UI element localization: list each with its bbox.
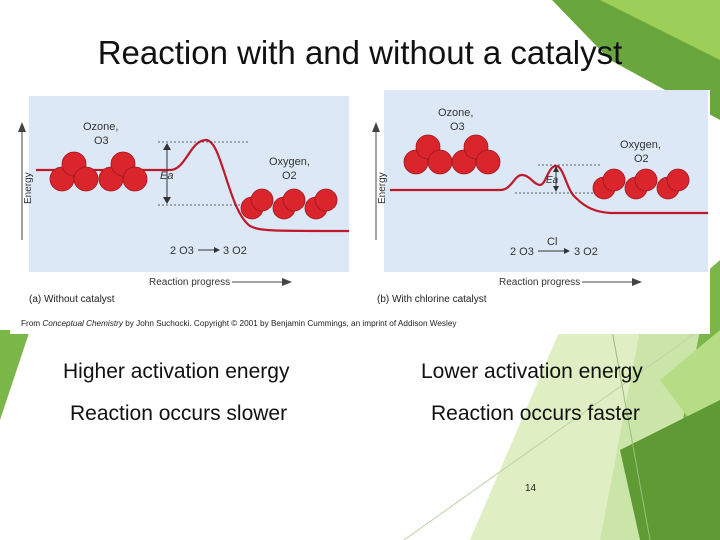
- left-ea-arrowhead-up: [163, 143, 171, 150]
- left-ozone-molecules: [49, 151, 148, 192]
- left-equation-product: 3 O2: [223, 245, 247, 257]
- right-product-formula: O2: [634, 153, 649, 165]
- right-panel-caption: (b) With chlorine catalyst: [377, 294, 487, 305]
- page-number: 14: [525, 483, 537, 494]
- left-product-formula: O2: [282, 170, 297, 182]
- facet-bottom-dark: [620, 400, 720, 540]
- left-x-axis-arrow: [282, 278, 292, 286]
- right-equation-arrowhead: [564, 248, 570, 254]
- left-reactant-name: Ozone,: [83, 121, 118, 133]
- left-ea-label: Ea: [160, 170, 173, 182]
- left-x-axis-label: Reaction progress: [149, 277, 230, 288]
- facet-line-1: [611, 329, 651, 540]
- ozone-atom: [73, 166, 99, 192]
- right-y-axis-label: Energy: [377, 172, 388, 204]
- left-y-axis-arrow: [18, 122, 26, 132]
- right-oxygen-molecules: [592, 168, 690, 200]
- left-y-axis-label: Energy: [23, 172, 34, 204]
- oxygen-atom: [250, 188, 274, 212]
- left-panel: Energy Reaction progress Ea Ozone, O3 Ox…: [18, 96, 350, 305]
- right-ea-arrowhead-up: [553, 166, 559, 172]
- credit-book: Conceptual Chemistry: [42, 319, 123, 328]
- left-energy-curve: [36, 138, 350, 233]
- right-reactant-name: Ozone,: [438, 107, 473, 119]
- left-caption-line2: Reaction occurs slower: [70, 402, 288, 425]
- right-energy-curve: [390, 164, 708, 215]
- slide-title: Reaction with and without a catalyst: [97, 34, 623, 71]
- oxygen-atom: [602, 168, 626, 192]
- right-panel: Energy Reaction progress Ea Ozone, O3 Ox…: [372, 90, 708, 305]
- right-x-axis-label: Reaction progress: [499, 277, 580, 288]
- credit-rest: by John Suchocki. Copyright © 2001 by Be…: [123, 319, 457, 328]
- left-product-name: Oxygen,: [269, 156, 310, 168]
- left-equation-reactant: 2 O3: [170, 245, 194, 257]
- right-ea-arrowhead-down: [553, 186, 559, 192]
- oxygen-atom: [314, 188, 338, 212]
- ozone-atom: [122, 166, 148, 192]
- ozone-atom: [427, 149, 453, 175]
- ozone-atom: [475, 149, 501, 175]
- left-oxygen-molecules: [240, 188, 338, 220]
- facet-left-small: [0, 330, 30, 420]
- right-equation-reactant: 2 O3: [510, 246, 534, 258]
- right-equation-product: 3 O2: [574, 246, 598, 258]
- right-caption-line1: Lower activation energy: [421, 360, 643, 383]
- left-reactant-formula: O3: [94, 135, 109, 147]
- right-reactant-formula: O3: [450, 121, 465, 133]
- right-ozone-molecules: [403, 134, 501, 175]
- left-equation-arrowhead: [214, 247, 220, 253]
- oxygen-atom: [634, 168, 658, 192]
- right-catalyst-label: Cl: [547, 236, 557, 248]
- right-product-name: Oxygen,: [620, 139, 661, 151]
- facet-top-light: [600, 0, 720, 60]
- left-caption-line1: Higher activation energy: [63, 360, 290, 383]
- left-panel-caption: (a) Without catalyst: [29, 294, 115, 305]
- right-ea-label: Ea: [546, 175, 559, 186]
- energy-diagram-figure: Energy Reaction progress Ea Ozone, O3 Ox…: [10, 90, 710, 334]
- right-y-axis-arrow: [372, 122, 380, 132]
- credit-prefix: From: [21, 319, 42, 328]
- energy-diagram-svg: Energy Reaction progress Ea Ozone, O3 Ox…: [18, 90, 708, 328]
- facet-line-2: [403, 329, 701, 540]
- left-ea-arrowhead-down: [163, 197, 171, 204]
- right-x-axis-arrow: [632, 278, 642, 286]
- right-caption-line2: Reaction occurs faster: [431, 402, 640, 425]
- oxygen-atom: [666, 168, 690, 192]
- oxygen-atom: [282, 188, 306, 212]
- figure-credit: From Conceptual Chemistry by John Suchoc…: [21, 319, 457, 328]
